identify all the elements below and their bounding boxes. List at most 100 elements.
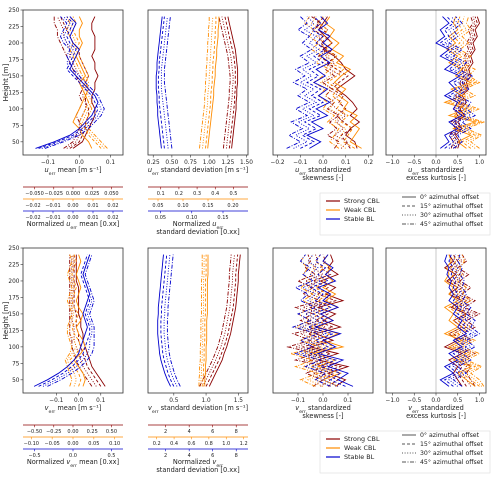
series-line-stable-bl-0 (35, 16, 99, 149)
series-line-strong-cbl-0 (72, 16, 99, 149)
series-line-strong-cbl-30 (202, 254, 235, 387)
series-line-strong-cbl-30 (71, 254, 97, 387)
normalized-axis-tick-label: 8 (235, 429, 238, 435)
normalized-axis-tick-label: −0.02 (25, 203, 40, 209)
y-tick-label: 75 (12, 124, 20, 130)
series-line-strong-cbl-30 (450, 16, 476, 149)
series-line-stable-bl-45 (166, 254, 181, 387)
series-line-weak-cbl-15 (447, 254, 480, 387)
series-line-weak-cbl-0 (443, 254, 476, 387)
normalized-axis-tick-label: 0.10 (177, 203, 188, 209)
x-tick-label: 0.5 (453, 398, 463, 404)
normalized-axis-tick-label: 0.15 (217, 215, 228, 221)
series-line-weak-cbl-15 (69, 254, 82, 387)
y-tick-label: 75 (12, 362, 20, 368)
legend-label-offset-45: 45° azimuthal offset (420, 220, 484, 228)
normalized-axis-tick-label: −0.01 (45, 203, 60, 209)
y-tick-label: 100 (8, 107, 19, 113)
normalized-axis-tick-label: 0.5 (107, 453, 115, 459)
series-line-stable-bl-45 (47, 254, 95, 387)
series-line-strong-cbl-30 (452, 254, 477, 387)
series-line-stable-bl-45 (291, 254, 331, 387)
series-line-stable-bl-30 (163, 254, 178, 387)
series-line-strong-cbl-15 (301, 254, 343, 387)
x-tick-label: 1.0 (201, 398, 211, 404)
y-tick-label: 250 (8, 8, 19, 14)
x-axis-label-line2: skewness [-] (302, 174, 343, 182)
normalized-axis-tick-label: 0.01 (87, 203, 98, 209)
normalized-axis-tick-label: −0.10 (24, 441, 39, 447)
series-line-stable-bl-45 (448, 16, 476, 149)
series-line-weak-cbl-30 (452, 16, 484, 149)
normalized-axis-tick-label: 0.050 (104, 191, 118, 197)
legend-box (319, 192, 491, 236)
x-tick-label: 0.25 (147, 160, 160, 166)
normalized-axis-tick-label: 2 (164, 453, 167, 459)
series-line-weak-cbl-15 (447, 16, 482, 149)
series-line-stable-bl-30 (42, 254, 93, 387)
y-tick-label: 200 (8, 41, 19, 47)
x-tick-label: 0.0 (318, 160, 328, 166)
normalized-axis-tick-label: 0.4 (170, 441, 178, 447)
x-tick-label: 1.5 (234, 398, 244, 404)
normalized-axis-tick-label: 4 (188, 453, 191, 459)
normalized-axis-tick-label: 0.00 (67, 429, 78, 435)
series-line-weak-cbl-30 (69, 16, 105, 149)
legend-label-offset-30: 30° azimuthal offset (420, 211, 484, 219)
normalized-axis-label-line2: standard deviation [0.xx] (156, 466, 239, 474)
normalized-axis-tick-label: 6 (211, 429, 214, 435)
series-line-weak-cbl-15 (72, 16, 102, 149)
normalized-axis-tick-label: 0.00 (67, 215, 78, 221)
series-line-stable-bl-0 (435, 16, 463, 149)
normalized-axis-tick-label: 0.10 (109, 441, 120, 447)
series-line-weak-cbl-30 (202, 16, 214, 149)
series-line-stable-bl-0 (33, 254, 91, 387)
series-line-weak-cbl-45 (456, 16, 486, 149)
x-axis-label: uerr standard deviation [m s⁻¹] (148, 166, 248, 177)
series-line-weak-cbl-45 (66, 16, 108, 149)
panel-u-3: −0.2 −0.1 0.0 0.1 0.2 uerr standardizedskewne… (271, 9, 374, 182)
x-tick-label: 0.2 (364, 160, 374, 166)
series-line-stable-bl-15 (443, 254, 472, 387)
series-line-weak-cbl-45 (198, 254, 203, 387)
series-line-strong-cbl-30 (313, 16, 349, 149)
normalized-axis-tick-label: 0.02 (107, 203, 118, 209)
x-axis-label: uerr standardized (295, 166, 351, 177)
x-tick-label: 1.50 (240, 160, 253, 166)
normalized-axis-tick-label: 0.00 (67, 203, 78, 209)
x-tick-label: −0.1 (291, 398, 305, 404)
panel-u-4: −1.0 −0.5 0.0 0.5 1.0 uerr standardizedexcess… (385, 9, 487, 182)
series-line-weak-cbl-30 (452, 254, 483, 387)
x-tick-label: 0.0 (74, 398, 84, 404)
normalized-axis-tick-label: 0.20 (227, 203, 238, 209)
series-line-weak-cbl-30 (66, 254, 77, 387)
series-line-strong-cbl-45 (53, 16, 83, 149)
x-tick-label: 0.5 (169, 398, 179, 404)
x-tick-label: 0.50 (165, 160, 178, 166)
series-line-stable-bl-45 (163, 16, 173, 149)
y-tick-label: 225 (8, 25, 19, 31)
x-tick-label: −0.5 (407, 160, 421, 166)
x-axis-label: uerr mean [m s⁻¹] (44, 166, 101, 177)
normalized-axis-tick-label: 0.01 (87, 215, 98, 221)
x-axis-label-line2: skewness [-] (302, 412, 343, 420)
series-line-weak-cbl-0 (443, 16, 477, 149)
y-tick-label: 200 (8, 279, 19, 285)
axes-frame (22, 9, 124, 156)
x-axis-label: verr mean [m s⁻¹] (45, 404, 102, 415)
x-tick-label: 0.0 (431, 398, 441, 404)
x-tick-label: 0.0 (431, 160, 441, 166)
series-line-weak-cbl-0 (324, 16, 362, 149)
series-line-strong-cbl-45 (199, 254, 232, 387)
y-tick-label: 150 (8, 312, 19, 318)
normalized-axis-tick-label: −0.05 (45, 441, 60, 447)
legend-label-strong-cbl: Strong CBL (344, 197, 380, 205)
normalized-axis-tick-label: 2 (164, 429, 167, 435)
normalized-axis-tick-label: 0.6 (188, 441, 196, 447)
series-line-stable-bl-30 (443, 16, 472, 149)
normalized-axis-tick-label: 0.05 (88, 441, 99, 447)
normalized-axis-tick-label: 0.8 (205, 441, 213, 447)
x-tick-label: 0.1 (341, 160, 351, 166)
series-line-strong-cbl-45 (286, 254, 328, 387)
